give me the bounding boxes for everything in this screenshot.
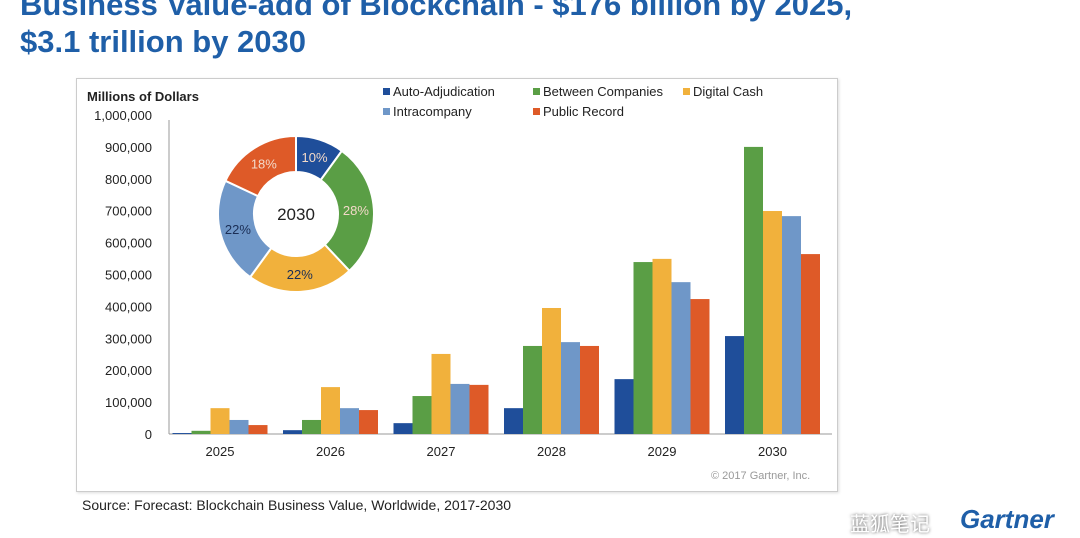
y-tick-label: 200,000 [105,363,152,378]
bar-between-companies [302,419,321,434]
bar-intracompany [340,408,359,434]
donut-label: 28% [343,203,369,218]
bar-chart: Millions of Dollars 0 100,000 200,000 300,00… [87,84,832,459]
y-tick-label: 100,000 [105,395,152,410]
donut-center-label: 2030 [277,205,315,224]
y-tick-label: 500,000 [105,268,152,283]
legend-swatch [533,88,540,95]
bar-auto-adjudication [504,408,523,434]
bar-public-record [359,410,378,434]
legend-swatch [533,108,540,115]
bar-digital-cash [431,353,451,434]
y-tick-label: 0 [145,427,152,442]
legend-label: Between Companies [543,84,663,99]
bar-auto-adjudication [614,379,634,434]
bar-intracompany [450,383,470,434]
y-tick-label: 900,000 [105,140,152,155]
legend-swatch [383,88,390,95]
chart-frame: Millions of Dollars 0 100,000 200,000 300,00… [76,78,838,492]
y-tick-label: 1,000,000 [94,108,152,123]
watermark: 蓝狐笔记 [850,514,930,536]
donut-label: 22% [287,267,313,282]
bar-digital-cash [542,307,561,434]
bar-public-record [801,254,820,434]
bar-between-companies [744,146,763,434]
bar-between-companies [191,430,211,434]
bar-intracompany [782,216,801,434]
bar-intracompany [229,419,249,434]
bar-auto-adjudication [172,433,192,434]
bar-auto-adjudication [725,336,744,434]
legend-label: Digital Cash [693,84,763,99]
bar-digital-cash [210,408,230,434]
y-tick-label: 600,000 [105,236,152,251]
bar-public-record [580,345,599,434]
bar-auto-adjudication [283,430,302,434]
title-line-2: $3.1 trillion by 2030 [20,24,307,59]
legend-label: Auto-Adjudication [393,84,495,99]
donut-slice-public-record [224,134,297,198]
title-line-1: Business Value-add of Blockchain - $176 … [20,0,853,22]
bar-public-record [690,299,710,434]
source-note: Source: Forecast: Blockchain Business Va… [82,497,512,513]
bar-between-companies [633,262,653,434]
x-tick-label: 2028 [537,444,566,459]
legend-label: Intracompany [393,104,472,119]
bar-between-companies [412,396,432,434]
bar-public-record [469,384,489,434]
x-tick-label: 2025 [206,444,235,459]
x-tick-label: 2030 [758,444,787,459]
legend-swatch [683,88,690,95]
x-tick-label: 2026 [316,444,345,459]
x-tick-label: 2027 [427,444,456,459]
bar-auto-adjudication [393,423,413,434]
bar-digital-cash [763,211,782,434]
y-tick-label: 800,000 [105,172,152,187]
y-tick-label: 700,000 [105,204,152,219]
y-axis-title: Millions of Dollars [87,89,199,104]
legend-swatch [383,108,390,115]
x-tick-label: 2029 [648,444,677,459]
bar-digital-cash [321,387,340,434]
y-tick-label: 400,000 [105,299,152,314]
bar-public-record [248,425,268,434]
legend-label: Public Record [543,104,624,119]
donut-slice-between-companies [319,149,375,273]
donut-label: 18% [251,156,277,171]
y-tick-label: 300,000 [105,331,152,346]
bar-intracompany [561,342,580,434]
donut-label: 10% [302,150,328,165]
bar-intracompany [671,282,691,434]
bar-between-companies [523,345,542,434]
copyright: © 2017 Gartner, Inc. [711,470,811,482]
donut-label: 22% [225,222,251,237]
bar-digital-cash [652,258,672,434]
gartner-logo: Gartner [960,504,1054,534]
